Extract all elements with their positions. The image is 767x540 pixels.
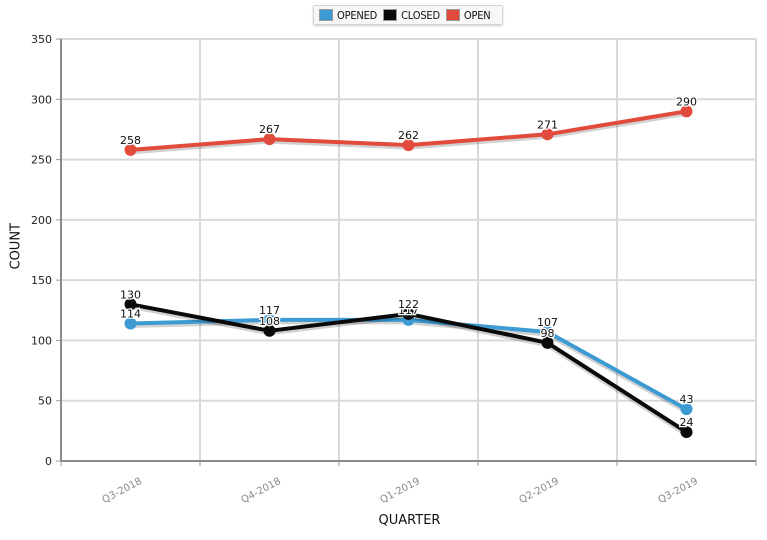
data-point-open [680, 105, 693, 118]
chart-legend: OPENED CLOSED OPEN [313, 5, 503, 25]
data-point-closed [402, 307, 415, 320]
x-tick-label: Q3-2019 [657, 476, 700, 506]
data-label: 267 [259, 123, 280, 136]
axes [56, 38, 757, 466]
data-point-closed [680, 426, 693, 439]
data-labels: 114 117 117 107 43 130 108 122 98 24 258 267 262 271 2… [119, 94, 699, 430]
data-label: 43 [680, 393, 694, 406]
data-point-open [541, 128, 554, 141]
data-label: 117 [259, 304, 280, 317]
data-point-open [402, 139, 415, 152]
x-tick-label: Q3-2018 [101, 476, 144, 506]
data-label: 122 [398, 298, 419, 311]
data-label: 24 [680, 416, 694, 429]
series-line-opened [130, 317, 688, 411]
x-tick-label: Q1-2019 [379, 476, 422, 506]
legend-label: OPEN [463, 8, 491, 22]
legend-swatch [319, 9, 333, 21]
y-tick-label: 250 [31, 154, 52, 167]
data-label: 98 [541, 327, 555, 340]
legend-item-opened[interactable]: OPENED [319, 9, 377, 22]
x-tick-label: Q4-2018 [240, 476, 283, 506]
legend-label: CLOSED [401, 8, 440, 22]
x-axis-title: QUARTER [378, 513, 441, 528]
data-point-open [263, 133, 276, 146]
y-tick-label: 300 [31, 93, 52, 106]
data-point-opened [541, 325, 554, 338]
data-label: 130 [120, 288, 141, 301]
data-label: 290 [676, 95, 697, 108]
legend-swatch [445, 9, 460, 21]
legend-item-open[interactable]: OPEN [445, 8, 491, 22]
data-label: 107 [537, 316, 558, 329]
y-tick-labels: 0 50 100 150 200 250 300 350 [31, 33, 52, 468]
data-label: 114 [120, 308, 141, 321]
data-label: 108 [259, 315, 280, 328]
y-tick-label: 350 [31, 33, 52, 46]
y-tick-label: 100 [31, 334, 52, 347]
x-tick-labels: Q3-2018 Q4-2018 Q1-2019 Q2-2019 Q3-2019 [101, 476, 700, 506]
data-label: 271 [537, 118, 558, 131]
data-point-opened [680, 403, 693, 416]
y-axis-title: COUNT [8, 223, 24, 270]
grid-lines [61, 38, 757, 461]
data-point-opened [263, 313, 276, 326]
y-tick-label: 50 [38, 395, 52, 408]
data-label: 258 [120, 134, 141, 147]
x-tick-label: Q2-2019 [518, 476, 561, 506]
legend-label: OPENED [337, 8, 378, 22]
legend-swatch [383, 9, 398, 21]
data-series [124, 105, 693, 439]
y-tick-label: 150 [31, 274, 52, 287]
data-point-closed [541, 336, 554, 349]
y-tick-label: 200 [31, 214, 52, 227]
y-tick-label: 0 [45, 455, 52, 468]
data-point-open [124, 143, 137, 156]
data-point-opened [124, 317, 137, 330]
data-label: 117 [398, 304, 419, 317]
data-point-closed [124, 298, 137, 311]
series-line-shadow-opened [130, 319, 688, 414]
data-point-closed [263, 324, 276, 337]
legend-item-closed[interactable]: CLOSED [383, 9, 440, 22]
data-label: 262 [398, 129, 419, 142]
